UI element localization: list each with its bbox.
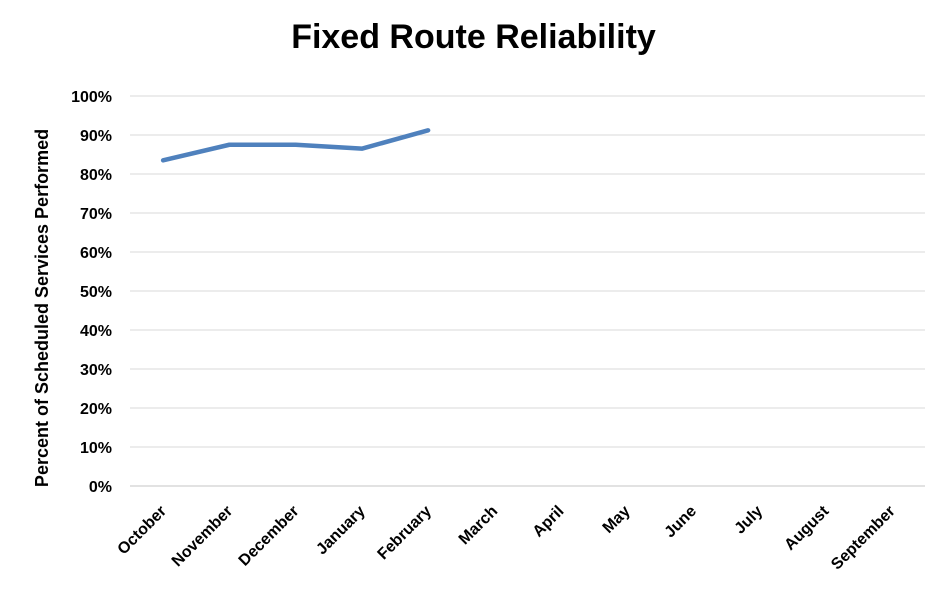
y-tick-label: 0%: [89, 479, 112, 496]
y-tick-label: 70%: [80, 206, 112, 223]
y-tick-label: 30%: [80, 362, 112, 379]
y-tick-label: 10%: [80, 440, 112, 457]
x-tick-label: February: [375, 503, 436, 564]
y-tick-label: 20%: [80, 401, 112, 418]
x-tick-label: May: [600, 503, 634, 537]
chart-title: Fixed Route Reliability: [291, 18, 656, 56]
x-tick-label: August: [781, 502, 832, 553]
x-tick-label: December: [236, 503, 303, 570]
y-tick-label: 40%: [80, 323, 112, 340]
x-tick-label: July: [732, 503, 767, 538]
gridlines: [130, 95, 925, 487]
y-tick-label: 50%: [80, 284, 112, 301]
x-tick-label: April: [530, 503, 568, 541]
series-group: [160, 128, 431, 163]
y-tick-label: 60%: [80, 245, 112, 262]
y-tick-label: 90%: [80, 128, 112, 145]
x-tick-label: September: [828, 503, 899, 574]
y-axis-title: Percent of Scheduled Services Performed: [32, 129, 52, 487]
x-tick-label: June: [662, 503, 700, 541]
x-tick-label: March: [456, 503, 501, 548]
y-tick-label: 100%: [71, 89, 112, 106]
x-tick-label: January: [313, 503, 368, 558]
y-axis-ticks: 0% 10% 20% 30% 40% 50% 60% 70% 80% 90% 100%: [71, 89, 112, 496]
x-tick-label: October: [115, 503, 170, 558]
y-tick-label: 80%: [80, 167, 112, 184]
x-tick-label: November: [169, 503, 236, 570]
